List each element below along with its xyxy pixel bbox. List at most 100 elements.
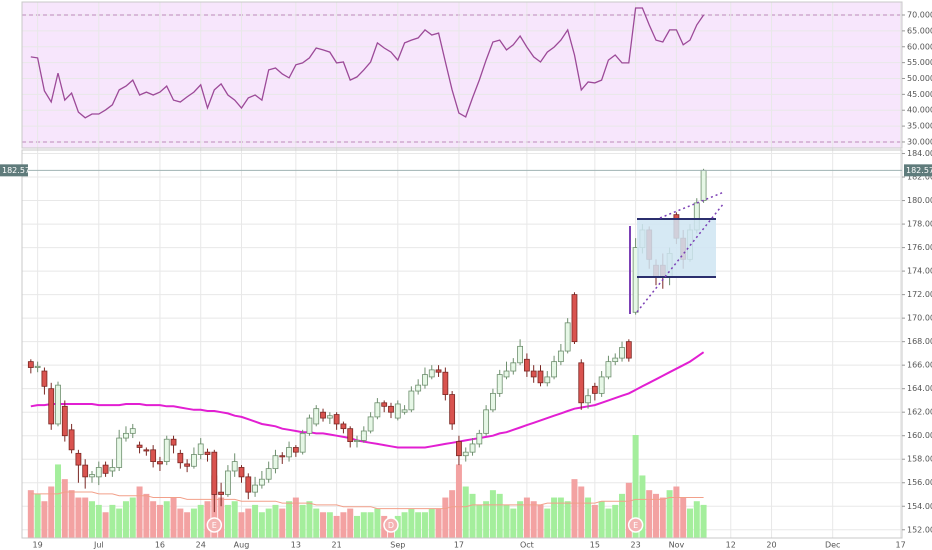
y-tick-label: 158.00 — [907, 455, 932, 464]
volume-bar — [449, 490, 456, 538]
event-label: D — [388, 521, 394, 530]
volume-bar — [659, 497, 666, 538]
candle-body — [422, 374, 428, 386]
y-tick-label: 182.00 — [907, 173, 932, 182]
y-tick-label: 168.00 — [907, 337, 932, 346]
volume-bar — [625, 482, 632, 538]
candle-body — [625, 341, 632, 359]
candle-body — [598, 376, 605, 394]
candle-body — [116, 437, 123, 468]
candle-body — [415, 384, 422, 392]
candle-body — [381, 402, 388, 407]
volume-bar — [68, 490, 75, 538]
candle-body — [238, 467, 245, 478]
volume-bar — [653, 493, 660, 538]
volume-bar — [190, 508, 197, 538]
volume-bar — [489, 490, 496, 538]
x-tick-label: Aug — [234, 541, 250, 550]
price-tag-label: 182.57 — [2, 166, 30, 175]
x-tick-label: 12 — [726, 541, 736, 550]
candle-body — [462, 451, 469, 457]
candle-body — [360, 430, 367, 441]
candle-body — [619, 347, 625, 359]
candle-body — [517, 345, 524, 364]
volume-bar — [292, 497, 299, 538]
volume-bar — [686, 508, 693, 538]
volume-bar — [360, 512, 367, 538]
candle-body — [326, 415, 333, 419]
y-tick-label: 30.0000 — [907, 137, 932, 146]
volume-bar — [544, 508, 551, 538]
candle-body — [490, 392, 496, 411]
candle-body — [469, 443, 476, 453]
candle-body — [95, 467, 102, 478]
candle-body — [428, 369, 435, 378]
candle-body — [632, 247, 639, 313]
volume-average — [30, 491, 704, 510]
candle-body — [272, 455, 279, 470]
volume-bar — [27, 490, 34, 538]
trend-line — [659, 191, 725, 219]
x-tick-label: 16 — [155, 541, 165, 550]
candle-body — [374, 402, 381, 418]
candle-body — [143, 449, 150, 452]
candle-body — [123, 432, 129, 439]
candle-body — [136, 444, 143, 448]
candle-body — [564, 322, 571, 352]
volume-bar — [95, 504, 102, 538]
volume-bar — [408, 508, 415, 538]
y-tick-label: 60.0000 — [907, 42, 932, 51]
candle-body — [496, 374, 503, 394]
candle-body — [537, 370, 544, 384]
volume-bar — [333, 515, 340, 538]
event-label: E — [633, 521, 638, 530]
volume-bar — [163, 501, 170, 538]
candle-body — [218, 491, 225, 495]
volume-bar — [666, 490, 673, 538]
x-tick-label: Oct — [520, 541, 534, 550]
volume-bar — [435, 508, 442, 538]
candle-body — [333, 414, 340, 425]
volume-bar — [143, 493, 150, 538]
candle-body — [177, 452, 184, 464]
price-tag — [0, 164, 28, 177]
volume-bar — [571, 479, 578, 538]
x-tick-label: 15 — [590, 541, 600, 550]
volume-bar — [177, 508, 184, 538]
candle-body — [483, 409, 490, 434]
candle-body — [231, 461, 238, 472]
candle-body — [184, 463, 191, 467]
volume-bar — [632, 435, 639, 538]
volume-bar — [218, 497, 225, 538]
x-tick-label: Nov — [669, 541, 685, 550]
candle-body — [82, 464, 89, 478]
candle-body — [286, 447, 292, 458]
range-box — [637, 219, 716, 277]
volume-bar — [442, 497, 449, 538]
volume-bar — [306, 501, 313, 538]
candle-body — [408, 390, 415, 411]
volume-bar — [354, 515, 361, 538]
volume-bar — [619, 493, 626, 538]
volume-bar — [578, 486, 585, 538]
volume-bar — [340, 512, 347, 538]
candle-body — [544, 376, 551, 384]
candle-body — [191, 454, 197, 467]
candle-body — [388, 405, 394, 413]
candle-body — [75, 452, 82, 466]
volume-bar — [286, 501, 293, 538]
volume-bar — [82, 497, 89, 538]
candle-body — [585, 395, 591, 404]
volume-bar — [680, 497, 687, 538]
x-tick-label: Jul — [93, 541, 104, 550]
y-tick-label: 55.0000 — [907, 58, 932, 67]
y-tick-label: 178.00 — [907, 220, 932, 229]
candle-body — [55, 384, 61, 425]
volume-bar — [48, 486, 55, 538]
y-tick-label: 176.00 — [907, 243, 932, 252]
panel-background — [22, 150, 902, 538]
volume-bar — [136, 486, 143, 538]
volume-bar — [598, 501, 605, 538]
candle-body — [265, 468, 272, 480]
